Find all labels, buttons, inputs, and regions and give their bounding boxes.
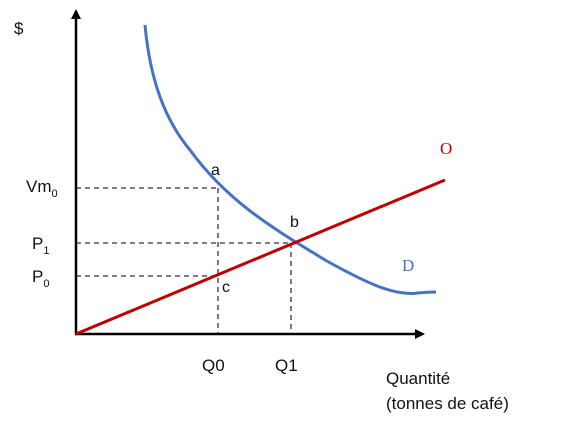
point-b-label: b [290, 214, 299, 231]
vm0-label: Vm0 [26, 177, 58, 200]
x-axis-label-line2: (tonnes de café) [386, 394, 509, 413]
q1-label: Q1 [275, 356, 298, 375]
demand-curve-label: D [402, 256, 414, 275]
p1-label: P1 [32, 234, 49, 257]
demand-curve [143, 24, 437, 295]
supply-curve [75, 178, 446, 336]
y-axis-label: $ [14, 19, 24, 38]
point-a-label: a [211, 162, 220, 179]
p0-label: P0 [32, 267, 49, 290]
point-c-label: c [222, 279, 230, 296]
x-axis-label-line1: Quantité [386, 369, 450, 388]
supply-curve-label: O [440, 139, 452, 158]
q0-label: Q0 [202, 356, 225, 375]
